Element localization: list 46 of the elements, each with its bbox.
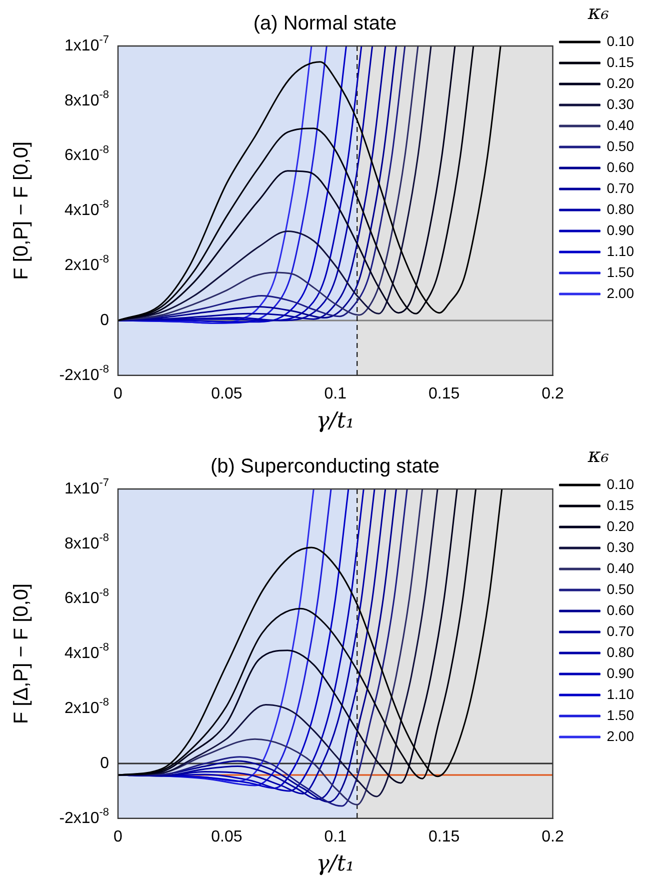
legend-label: 0.15 xyxy=(606,54,634,70)
legend-label: 1.10 xyxy=(606,242,634,259)
chart-title: (b) Superconducting state xyxy=(210,456,440,478)
legend-label: 0.20 xyxy=(606,74,634,91)
y-tick-label: 0 xyxy=(100,754,110,772)
x-tick-label: 0.2 xyxy=(542,828,564,846)
legend-label: 1.50 xyxy=(606,264,634,280)
legend-label: 0.10 xyxy=(606,32,634,49)
y-tick-label: 0 xyxy=(100,312,110,329)
y-axis-title: F [0,P] − F [0,0] xyxy=(10,142,33,280)
x-tick-label: 0.2 xyxy=(542,385,564,402)
legend-label: 2.00 xyxy=(606,284,634,301)
chart-title: (a) Normal state xyxy=(253,12,397,35)
legend-label: 0.30 xyxy=(606,538,634,555)
x-axis-title: γ/t₁ xyxy=(316,852,354,877)
legend-label: 0.50 xyxy=(606,580,634,597)
legend-title: κ₆ xyxy=(586,443,609,468)
legend-label: 0.30 xyxy=(606,96,634,112)
x-tick-label: 0.05 xyxy=(211,385,242,402)
legend-label: 0.80 xyxy=(606,200,634,217)
legend-label: 2.00 xyxy=(606,728,634,744)
x-tick-label: 0.1 xyxy=(324,385,347,402)
legend-label: 0.90 xyxy=(606,222,634,238)
x-axis-title: γ/t₁ xyxy=(316,408,354,434)
legend-label: 0.80 xyxy=(606,644,634,660)
x-tick-label: 0.1 xyxy=(324,828,347,846)
legend-label: 0.50 xyxy=(606,138,634,154)
legend-label: 0.60 xyxy=(606,158,634,175)
legend-label: 0.90 xyxy=(606,664,634,681)
legend-label: 0.70 xyxy=(606,180,634,196)
x-tick-label: 0 xyxy=(114,385,123,402)
legend-title: κ₆ xyxy=(586,0,609,24)
y-axis-title: F [Δ,P] − F [0,0] xyxy=(10,583,33,724)
legend-label: 0.40 xyxy=(606,116,634,133)
legend-label: 0.70 xyxy=(606,622,634,639)
legend-label: 1.50 xyxy=(606,706,634,723)
legend-label: 0.15 xyxy=(606,496,634,513)
x-tick-label: 0.05 xyxy=(211,828,242,846)
legend-label: 0.60 xyxy=(606,602,634,618)
x-tick-label: 0 xyxy=(114,828,123,846)
legend-label: 0.10 xyxy=(606,476,634,492)
legend-label: 0.40 xyxy=(606,560,634,576)
legend-label: 1.10 xyxy=(606,686,634,702)
legend-label: 0.20 xyxy=(606,518,634,534)
x-tick-label: 0.15 xyxy=(428,828,460,846)
x-tick-label: 0.15 xyxy=(428,385,460,402)
